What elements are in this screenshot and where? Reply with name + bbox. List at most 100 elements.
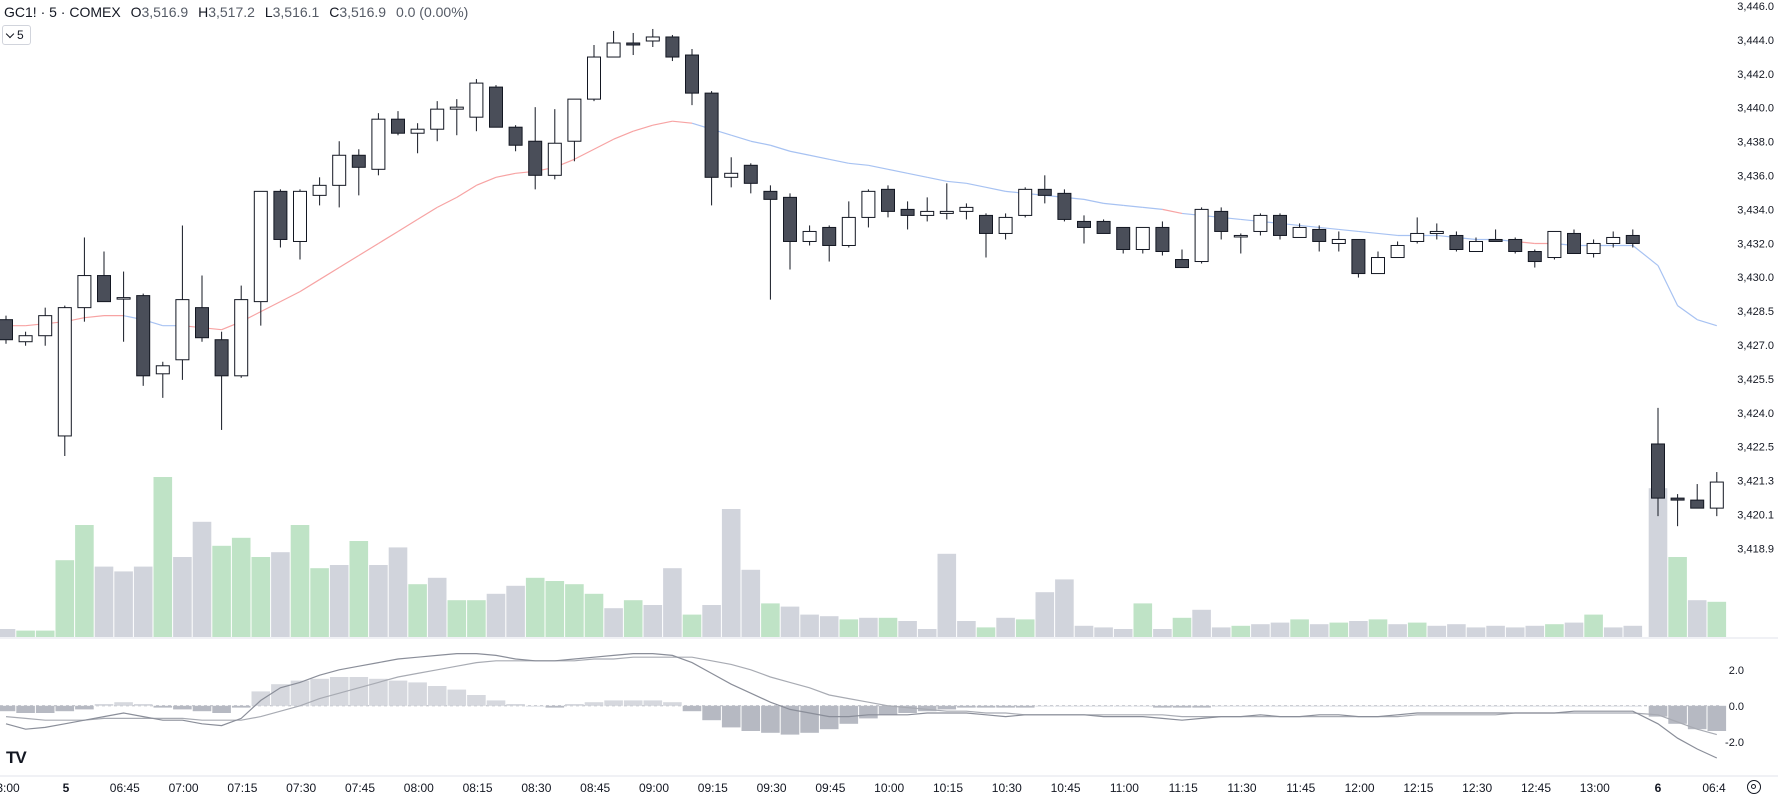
macd-histogram-bar — [1623, 705, 1643, 707]
candle-body — [332, 154, 347, 186]
candle — [861, 189, 876, 228]
candle — [508, 125, 523, 152]
ma-segment — [1142, 206, 1163, 210]
interval-toggle-button[interactable]: 5 — [2, 25, 31, 45]
candle-body — [38, 315, 53, 337]
candle — [665, 34, 680, 62]
macd-histogram-bar — [957, 705, 976, 708]
high-label: H — [198, 4, 209, 20]
ma-segment — [495, 172, 516, 178]
volume-bar — [1055, 579, 1074, 637]
candle — [1410, 217, 1425, 244]
candle — [293, 189, 307, 260]
ma-segment — [1358, 230, 1379, 235]
price-axis[interactable]: 3,446.0 3,444.0 3,442.0 3,440.0 3,438.0 3,436… — [0, 1, 1778, 777]
volume-bar — [917, 629, 937, 637]
volume-bar — [271, 552, 290, 637]
candle — [175, 225, 190, 380]
candle-body — [1709, 481, 1724, 509]
ma-segment — [1083, 198, 1104, 204]
candle-body — [724, 172, 739, 178]
time-tick-label: 11:30 — [1227, 781, 1256, 795]
volume-bar — [153, 477, 173, 637]
candle-body — [253, 190, 268, 303]
ma-segment — [1299, 224, 1320, 229]
price-tick-label: 3,442.0 — [1737, 69, 1774, 81]
time-axis[interactable]: 3:00 5 06:45 07:00 07:15 07:30 07:45 08:00 08:15… — [0, 781, 1726, 795]
candle — [1469, 237, 1483, 253]
macd-histogram-bar — [1270, 705, 1290, 707]
candle — [0, 315, 13, 344]
macd-tick-label: -2.0 — [1725, 737, 1744, 749]
candle-body — [959, 206, 974, 212]
candle-body — [57, 307, 72, 437]
volume-bar — [369, 565, 388, 637]
candle — [1351, 238, 1366, 278]
ma-segment — [789, 150, 810, 156]
macd-histogram-bar — [16, 705, 35, 713]
tradingview-logo-icon[interactable]: TV — [6, 748, 27, 767]
candle-body — [234, 299, 249, 377]
volume-bar — [1172, 617, 1192, 637]
volume-bar — [388, 547, 408, 637]
candle — [998, 213, 1013, 240]
candle — [1527, 249, 1542, 268]
candle-body — [1449, 234, 1464, 250]
macd-histogram-bar — [290, 680, 310, 706]
macd-histogram-bar — [643, 700, 663, 706]
volume-bar — [212, 545, 231, 637]
symbol-legend: GC1! · 5 · COMEX O3,516.9 H3,517.2 L3,51… — [4, 4, 468, 20]
volume-bar — [937, 553, 957, 637]
volume-bar — [173, 557, 192, 637]
symbol-title[interactable]: GC1! · 5 · COMEX — [4, 4, 121, 20]
macd-histogram-bar — [1133, 705, 1153, 707]
candle — [273, 189, 288, 248]
candle — [391, 111, 405, 136]
candle — [979, 213, 993, 258]
volume-bar — [1368, 619, 1388, 637]
candle-body — [469, 82, 484, 118]
candle-body — [410, 128, 425, 134]
candle — [606, 30, 621, 58]
macd-histogram-bar — [153, 705, 173, 708]
macd-histogram-bar — [878, 705, 898, 715]
volume-bars — [0, 477, 1727, 637]
volume-bar — [1192, 609, 1211, 637]
candle-body — [1410, 232, 1425, 242]
ma-segment — [770, 144, 791, 152]
price-tick-label: 3,425.5 — [1737, 374, 1774, 386]
candle — [645, 28, 660, 48]
macd-histogram-bar — [1687, 705, 1707, 730]
volume-bar — [1407, 622, 1427, 637]
ma-segment — [338, 255, 360, 269]
macd-histogram-bar — [1407, 705, 1427, 707]
ma-segment — [1103, 202, 1124, 206]
settings-icon[interactable] — [1747, 780, 1761, 794]
volume-bar — [329, 565, 349, 637]
candle — [430, 101, 445, 142]
candle — [1312, 225, 1327, 252]
candle-body — [1292, 226, 1307, 238]
macd-histogram-bar — [1290, 705, 1309, 707]
volume-bar — [1668, 557, 1687, 637]
candle — [1194, 207, 1209, 264]
volume-bar — [584, 593, 604, 637]
ma-segment — [672, 120, 693, 124]
candle-body — [1155, 226, 1170, 253]
volume-bar — [702, 605, 721, 637]
volume-bar — [604, 608, 623, 637]
volume-bar — [486, 593, 506, 637]
candle-body — [293, 190, 307, 242]
macd-histogram-bar — [310, 678, 329, 706]
candle-body — [979, 214, 993, 234]
candle — [1449, 231, 1464, 252]
candle — [1651, 407, 1665, 517]
candle-body — [939, 210, 954, 214]
candle — [959, 203, 974, 220]
time-tick-label: 09:15 — [698, 781, 728, 795]
candle-body — [1390, 244, 1405, 259]
macd-histogram-bar — [623, 700, 643, 706]
price-tick-label: 3,440.0 — [1737, 103, 1774, 115]
macd-histogram-bar — [1668, 705, 1687, 724]
